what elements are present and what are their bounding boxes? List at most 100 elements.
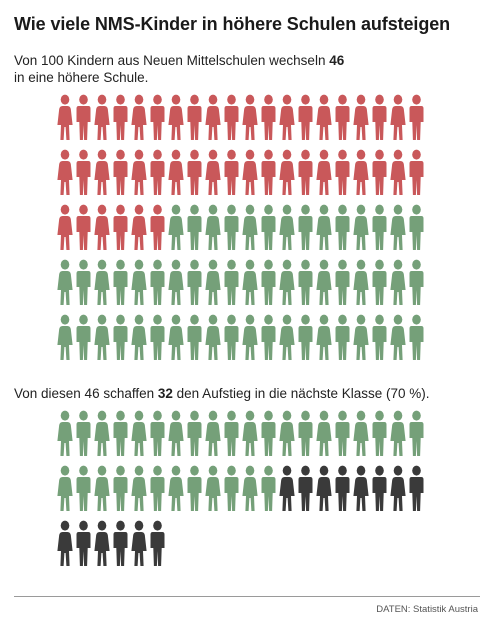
person-body [150, 422, 165, 456]
person-icon-b-35 [316, 465, 332, 511]
person-body [372, 422, 387, 456]
person-body [76, 422, 91, 456]
person-head [393, 94, 403, 105]
person-icon-a-78 [372, 259, 387, 305]
person-icon-a-51 [242, 204, 258, 250]
person-head [245, 314, 255, 325]
person-body [390, 161, 406, 195]
person-head [338, 410, 347, 421]
person-icon-b-3 [94, 410, 110, 456]
person-head [134, 94, 144, 105]
person-head [60, 465, 70, 476]
person-head [227, 94, 236, 105]
person-icon-b-4 [113, 410, 128, 456]
person-head [208, 410, 218, 421]
person-body [113, 532, 128, 566]
person-icon-a-56 [335, 204, 350, 250]
person-icon-a-29 [205, 149, 221, 195]
person-icon-b-14 [298, 410, 313, 456]
person-head [97, 410, 107, 421]
person-icon-b-43 [94, 520, 110, 566]
person-icon-b-31 [242, 465, 258, 511]
person-head [412, 314, 421, 325]
person-head [282, 410, 292, 421]
person-icon-a-58 [372, 204, 387, 250]
person-icon-a-9 [205, 94, 221, 140]
person-head [116, 465, 125, 476]
person-body [205, 422, 221, 456]
person-body [150, 271, 165, 305]
person-icon-b-34 [298, 465, 313, 511]
person-body [187, 271, 202, 305]
person-body [224, 161, 239, 195]
person-body [94, 532, 110, 566]
person-head [153, 314, 162, 325]
person-head [134, 204, 144, 215]
person-head [319, 259, 329, 270]
person-body [57, 532, 73, 566]
person-icon-b-25 [131, 465, 147, 511]
person-head [79, 520, 88, 531]
person-body [57, 326, 73, 360]
person-head [412, 149, 421, 160]
person-icon-a-86 [150, 314, 165, 360]
person-icon-a-52 [261, 204, 276, 250]
person-icon-a-2 [76, 94, 91, 140]
person-icon-b-46 [150, 520, 165, 566]
person-icon-b-7 [168, 410, 184, 456]
person-icon-b-18 [372, 410, 387, 456]
person-head [282, 314, 292, 325]
person-body [279, 216, 295, 250]
person-head [190, 259, 199, 270]
person-icon-a-23 [94, 149, 110, 195]
person-icon-a-97 [353, 314, 369, 360]
person-body [242, 477, 258, 511]
person-icon-a-71 [242, 259, 258, 305]
person-body [76, 477, 91, 511]
person-head [393, 410, 403, 421]
person-icon-a-59 [390, 204, 406, 250]
caption-number: 32 [157, 386, 173, 401]
person-head [375, 410, 384, 421]
person-icon-a-12 [261, 94, 276, 140]
person-head [79, 465, 88, 476]
person-head [97, 94, 107, 105]
person-icon-a-25 [131, 149, 147, 195]
person-body [261, 216, 276, 250]
person-body [316, 326, 332, 360]
person-head [116, 410, 125, 421]
person-head [208, 465, 218, 476]
person-body [372, 326, 387, 360]
person-icon-a-100 [409, 314, 424, 360]
person-body [224, 422, 239, 456]
person-head [338, 94, 347, 105]
person-head [227, 149, 236, 160]
person-head [171, 314, 181, 325]
person-icon-b-33 [279, 465, 295, 511]
person-head [116, 149, 125, 160]
person-icon-a-84 [113, 314, 128, 360]
person-head [301, 149, 310, 160]
person-head [97, 259, 107, 270]
person-icon-a-88 [187, 314, 202, 360]
person-body [94, 271, 110, 305]
chart-caption-second: Von diesen 46 schaffen 32 den Aufstieg i… [14, 385, 430, 402]
person-body [298, 477, 313, 511]
person-body [279, 326, 295, 360]
person-head [412, 465, 421, 476]
person-head [356, 94, 366, 105]
person-head [60, 204, 70, 215]
person-icon-b-12 [261, 410, 276, 456]
person-body [131, 477, 147, 511]
person-body [298, 161, 313, 195]
person-head [208, 204, 218, 215]
person-head [171, 94, 181, 105]
person-icon-b-37 [353, 465, 369, 511]
person-body [150, 216, 165, 250]
person-body [335, 106, 350, 140]
person-body [409, 326, 424, 360]
person-body [261, 477, 276, 511]
person-head [356, 410, 366, 421]
person-icon-a-35 [316, 149, 332, 195]
person-icon-a-13 [279, 94, 295, 140]
